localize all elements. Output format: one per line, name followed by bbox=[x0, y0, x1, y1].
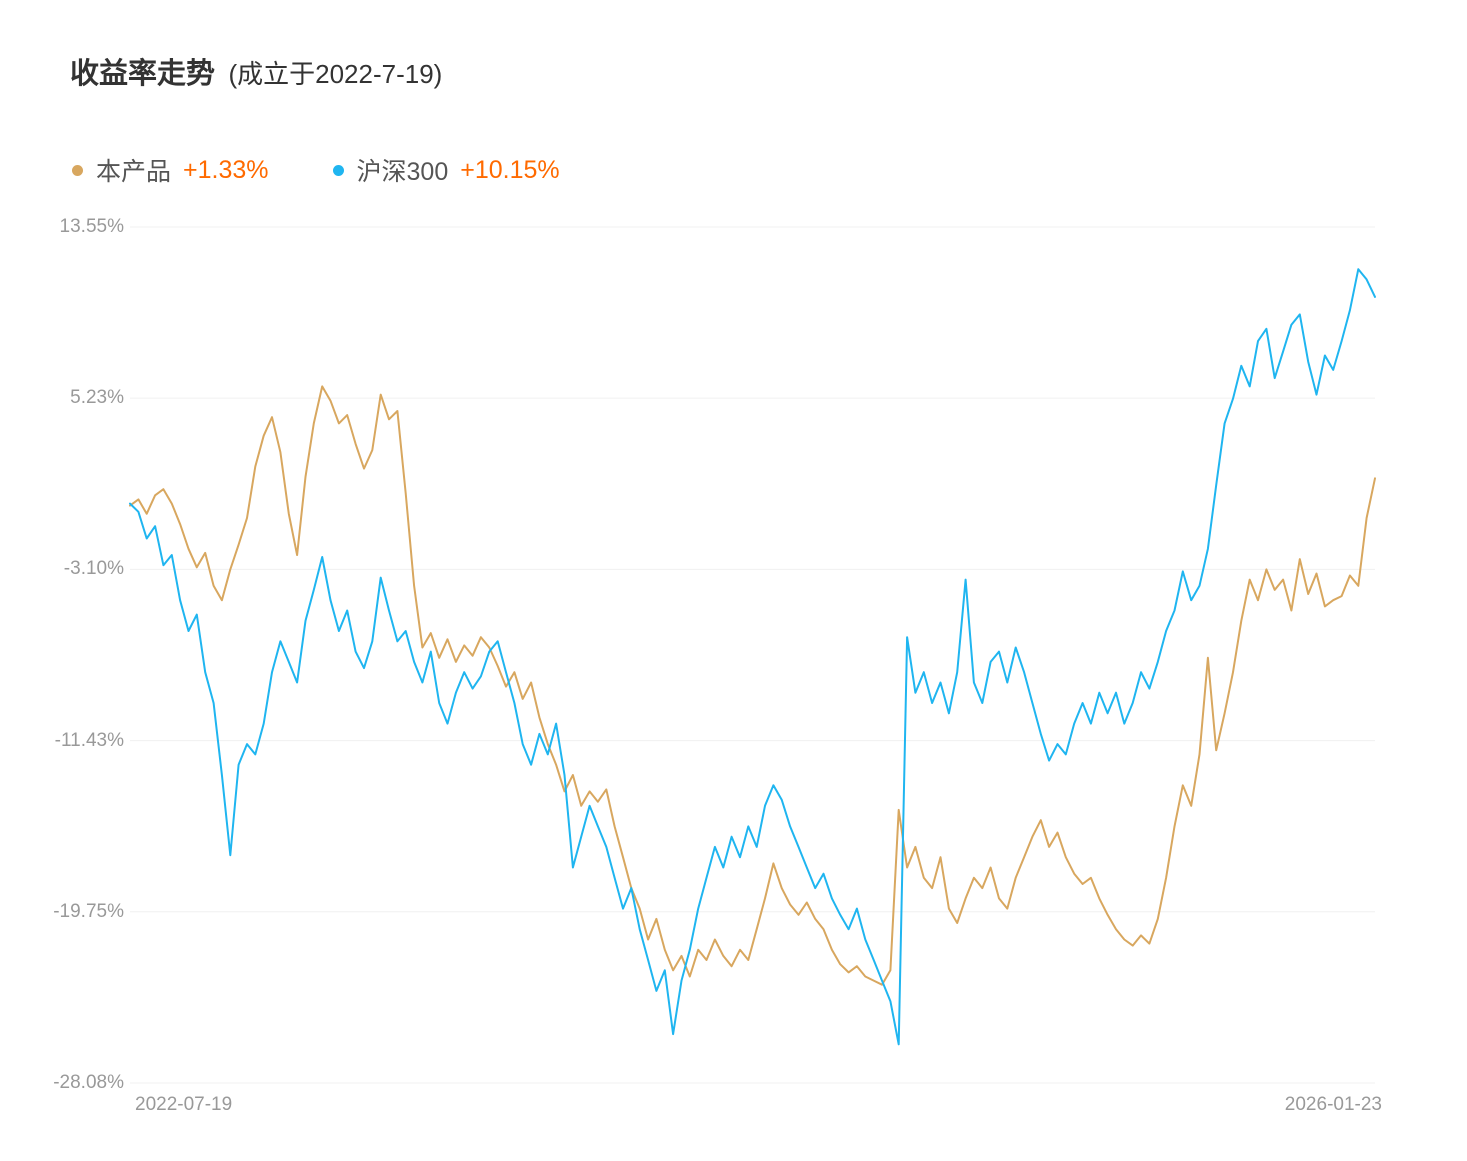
series-line-product bbox=[129, 385, 1376, 986]
x-axis-end-label: 2026-01-23 bbox=[1284, 1094, 1382, 1115]
y-axis-tick-label: -28.08% bbox=[53, 1072, 124, 1093]
chart-legend: 本产品 +1.33% 沪深300 +10.15% bbox=[72, 152, 560, 188]
legend-item-product[interactable]: 本产品 +1.33% bbox=[72, 152, 269, 188]
legend-dot-benchmark-icon bbox=[332, 164, 344, 176]
x-axis-start-label: 2022-07-19 bbox=[135, 1094, 233, 1115]
chart-title-row: 收益率走势 (成立于2022-7-19) bbox=[70, 50, 442, 92]
series-line-benchmark bbox=[129, 268, 1376, 1046]
legend-value-benchmark: +10.15% bbox=[460, 155, 560, 184]
y-axis-tick-label: 5.23% bbox=[70, 387, 124, 409]
chart-title: 收益率走势 bbox=[70, 58, 216, 90]
legend-item-benchmark[interactable]: 沪深300 +10.15% bbox=[332, 152, 560, 188]
legend-label-benchmark: 沪深300 bbox=[356, 158, 449, 186]
y-axis-tick-label: -19.75% bbox=[53, 900, 124, 922]
legend-value-product: +1.33% bbox=[183, 155, 269, 184]
legend-dot-product-icon bbox=[72, 164, 83, 176]
y-axis-tick-label: -11.43% bbox=[54, 729, 124, 751]
chart-subtitle: (成立于2022-7-19) bbox=[228, 59, 443, 89]
y-axis-tick-label: 13.55% bbox=[59, 216, 124, 237]
legend-label-product: 本产品 bbox=[96, 158, 172, 186]
y-axis-tick-label: -3.10% bbox=[63, 558, 124, 580]
